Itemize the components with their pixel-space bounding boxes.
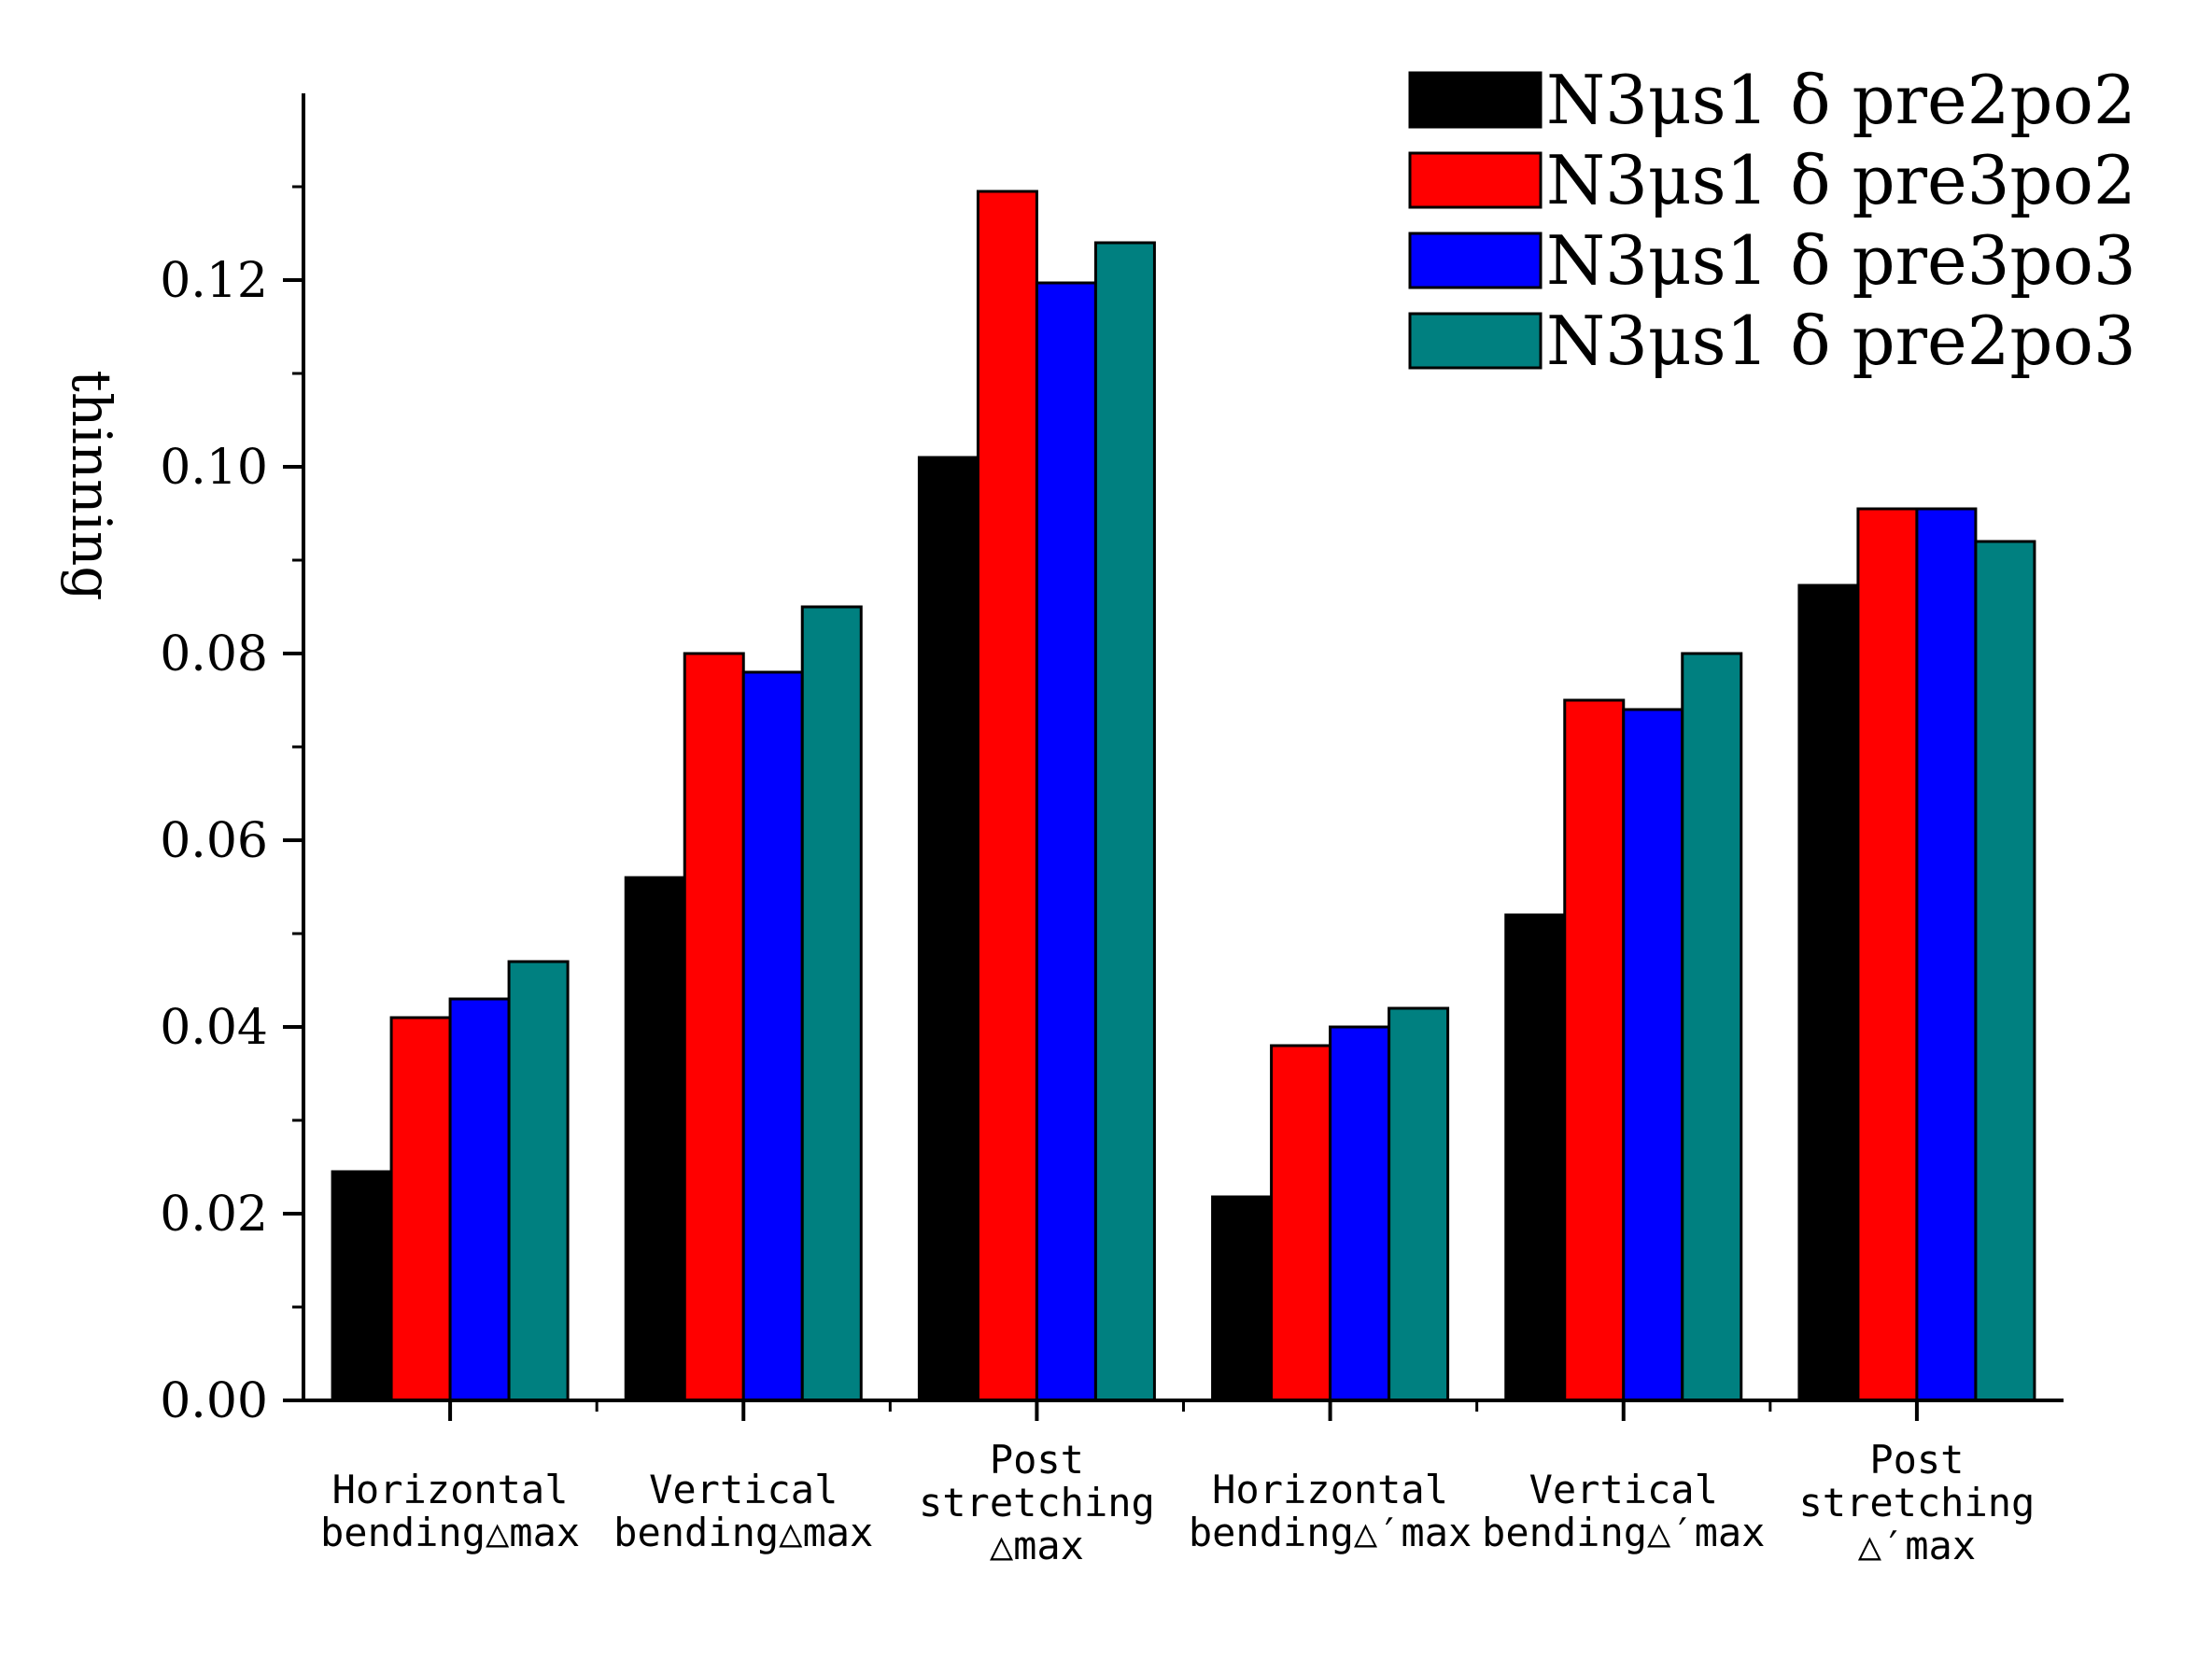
y-tick-label: 0.04	[160, 1000, 268, 1056]
y-axis-title: thinning	[60, 371, 123, 601]
bar	[1270, 1044, 1332, 1402]
bar	[1974, 540, 2036, 1402]
bars-layer	[331, 190, 2036, 1402]
x-category-label: Post	[990, 1437, 1084, 1483]
bar	[1681, 652, 1743, 1402]
bar	[1856, 507, 1919, 1402]
y-tick-label: 0.02	[160, 1187, 268, 1243]
bar	[683, 652, 745, 1402]
x-ticks	[448, 1400, 1919, 1421]
x-category-label: stretching	[1798, 1480, 2035, 1525]
legend-swatch	[1408, 151, 1543, 209]
x-category-label: bending△max	[320, 1510, 580, 1555]
bar	[1329, 1025, 1391, 1402]
legend-label: N3μs1 δ pre2po3	[1546, 302, 2136, 380]
x-category-label: Horizontal	[1212, 1467, 1448, 1512]
legend-swatch	[1408, 71, 1543, 129]
bar	[1622, 708, 1684, 1402]
y-ticks: 0.00 0.02 0.04 0.06 0.08 0.10 0.12	[160, 185, 303, 1429]
x-category-label: Post	[1869, 1437, 1964, 1483]
bar	[507, 960, 570, 1402]
bar	[1035, 281, 1097, 1402]
x-category-label: Vertical	[649, 1467, 838, 1512]
legend-label: N3μs1 δ pre2po2	[1546, 61, 2136, 139]
x-category-label: bending△′max	[1189, 1510, 1472, 1555]
y-tick-label: 0.12	[160, 253, 268, 309]
y-tick-label: 0.00	[160, 1373, 268, 1429]
legend-swatch	[1408, 312, 1543, 370]
x-category-label: bending△′max	[1482, 1510, 1765, 1555]
x-category-label: stretching	[919, 1480, 1155, 1525]
bar	[331, 1170, 393, 1402]
y-tick-label: 0.10	[160, 440, 268, 496]
bar	[800, 605, 863, 1402]
bar	[1915, 507, 1978, 1402]
y-tick-label: 0.08	[160, 626, 268, 682]
x-category-label: △max	[990, 1523, 1084, 1568]
bar	[1797, 583, 1860, 1402]
x-category-label: Vertical	[1529, 1467, 1718, 1512]
bar	[448, 997, 511, 1402]
bar	[1388, 1006, 1450, 1402]
x-category-label: Horizontal	[332, 1467, 569, 1512]
bar	[1211, 1195, 1274, 1402]
bar	[1093, 241, 1156, 1402]
x-category-label: △′max	[1858, 1523, 1976, 1568]
legend-label: N3μs1 δ pre3po2	[1546, 141, 2136, 219]
x-category-label: bending△max	[613, 1510, 873, 1555]
bar	[389, 1016, 452, 1402]
category-labels: Horizontalbending△maxVerticalbending△max…	[320, 1437, 2035, 1568]
bar	[741, 670, 804, 1402]
y-tick-label: 0.06	[160, 813, 268, 869]
bar	[976, 190, 1038, 1402]
legend-swatch	[1408, 232, 1543, 289]
bar	[1563, 698, 1626, 1402]
bar	[624, 876, 686, 1402]
bar	[917, 456, 979, 1402]
legend-label: N3μs1 δ pre3po3	[1546, 221, 2136, 300]
bar	[1504, 913, 1567, 1402]
